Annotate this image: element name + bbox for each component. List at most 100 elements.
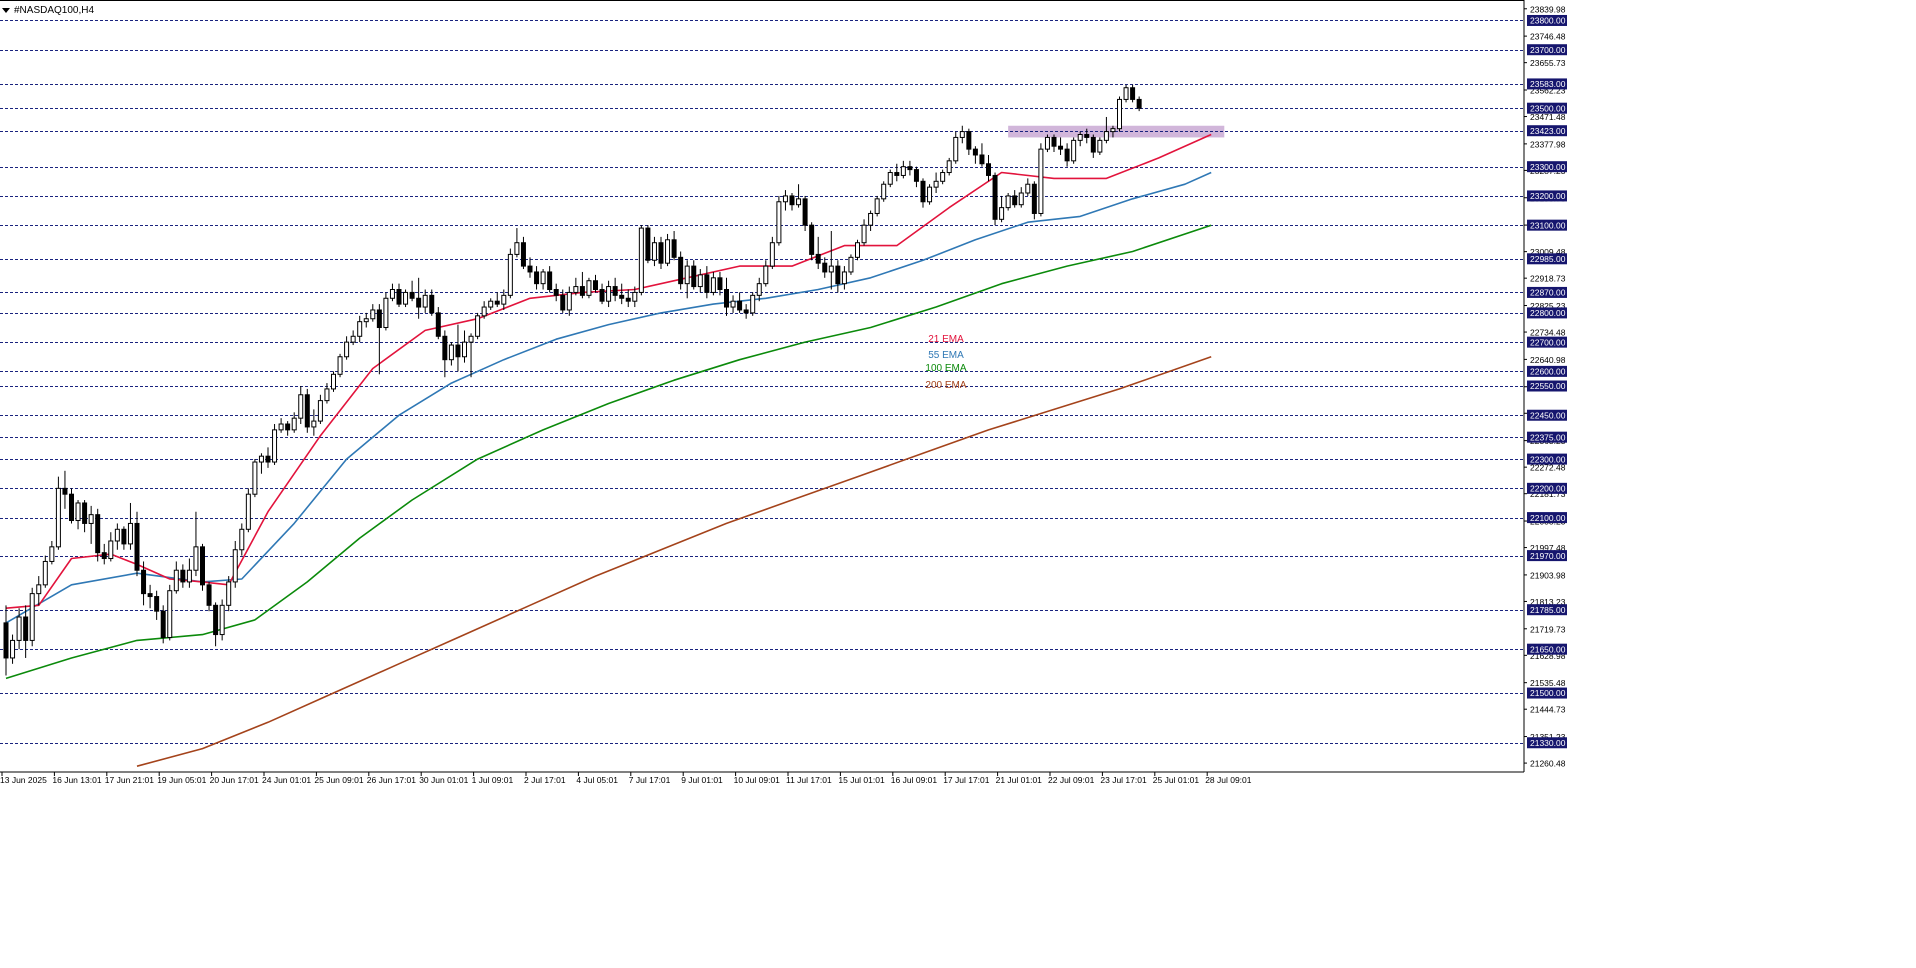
ema100-line bbox=[5, 224, 1212, 680]
candle-body-up bbox=[167, 590, 173, 638]
time-tick-label: 17 Jul 17:01 bbox=[943, 775, 990, 785]
candle-body-up bbox=[632, 291, 638, 302]
candle bbox=[206, 581, 212, 612]
candle-body-up bbox=[344, 341, 350, 358]
candle-body-up bbox=[796, 198, 802, 206]
time-tick-label: 20 Jun 17:01 bbox=[210, 775, 259, 785]
candle bbox=[940, 169, 946, 185]
candle bbox=[350, 330, 356, 346]
candle bbox=[180, 564, 186, 588]
level-price-box bbox=[1527, 307, 1567, 319]
candle bbox=[540, 269, 546, 290]
level-price-box bbox=[1527, 550, 1567, 562]
level-price-box bbox=[1527, 253, 1567, 265]
candle bbox=[403, 289, 409, 308]
candle bbox=[534, 266, 540, 290]
candle bbox=[645, 225, 651, 264]
candle-body-down bbox=[593, 280, 598, 290]
candle-body-down bbox=[671, 239, 677, 258]
candle-body-up bbox=[540, 271, 546, 285]
candle-body-up bbox=[252, 461, 258, 495]
candle bbox=[1038, 143, 1044, 217]
candle bbox=[95, 508, 101, 562]
price-tick-label: 22918.73 bbox=[1530, 274, 1566, 284]
level-price-label: 23300.00 bbox=[1530, 162, 1566, 172]
candle-body-up bbox=[55, 487, 61, 548]
candle bbox=[881, 181, 887, 202]
candle bbox=[868, 210, 874, 232]
candle-body-down bbox=[1084, 134, 1090, 138]
candle bbox=[972, 146, 978, 164]
candle bbox=[101, 543, 107, 565]
candle-body-up bbox=[462, 341, 467, 358]
candle bbox=[1084, 128, 1090, 144]
candle bbox=[475, 312, 481, 340]
candle bbox=[167, 584, 173, 641]
ema55-legend-label: 55 EMA bbox=[928, 350, 964, 361]
candle-body-down bbox=[1012, 195, 1018, 206]
candle bbox=[900, 160, 906, 179]
candle bbox=[488, 298, 494, 310]
candle bbox=[344, 336, 350, 360]
candle-body-down bbox=[1090, 136, 1096, 153]
candle-body-down bbox=[62, 487, 68, 495]
candle bbox=[317, 394, 323, 425]
candle bbox=[1097, 137, 1103, 155]
candle bbox=[586, 277, 592, 299]
candle-body-down bbox=[455, 344, 461, 358]
candle bbox=[566, 286, 572, 316]
candle-body-down bbox=[986, 163, 991, 176]
candle-body-up bbox=[1038, 148, 1044, 214]
candle bbox=[29, 587, 35, 647]
candle-body-up bbox=[36, 584, 42, 595]
level-price-label: 21970.00 bbox=[1530, 551, 1566, 561]
price-tick-label: 21813.23 bbox=[1530, 597, 1566, 607]
candle-body-up bbox=[566, 291, 572, 311]
candle bbox=[796, 184, 802, 208]
price-axis: 23839.98 23746.48 23655.73 23562.23 23471.48… bbox=[0, 0, 1567, 773]
candle-body-up bbox=[468, 335, 474, 343]
candle bbox=[272, 424, 278, 465]
candle-body-down bbox=[435, 312, 441, 337]
level-price-label: 21330.00 bbox=[1530, 738, 1566, 748]
candle-body-up bbox=[782, 195, 788, 203]
dropdown-arrow-icon[interactable] bbox=[2, 7, 10, 13]
level-price-label: 22100.00 bbox=[1530, 513, 1566, 523]
candle bbox=[239, 523, 245, 556]
candle-body-down bbox=[612, 286, 618, 296]
candle-body-up bbox=[999, 207, 1005, 220]
candle-body-up bbox=[389, 289, 395, 299]
level-price-box bbox=[1527, 44, 1567, 56]
candle bbox=[632, 286, 638, 308]
symbol-title-bar[interactable]: #NASDAQ100,H4 bbox=[2, 3, 94, 17]
candle bbox=[134, 511, 140, 577]
candle-body-up bbox=[1123, 87, 1129, 100]
price-tick-label: 21719.73 bbox=[1530, 624, 1566, 634]
candle-body-up bbox=[776, 201, 782, 244]
candle bbox=[1031, 181, 1037, 220]
time-tick-label: 30 Jun 01:01 bbox=[419, 775, 468, 785]
candle bbox=[619, 283, 625, 305]
candle-body-down bbox=[527, 265, 533, 273]
candle-body-up bbox=[311, 420, 317, 428]
price-tick-label: 23471.48 bbox=[1530, 112, 1566, 122]
candle bbox=[1064, 143, 1070, 167]
candle-body-up bbox=[763, 265, 769, 285]
level-price-label: 22200.00 bbox=[1530, 484, 1566, 494]
price-tick-label: 22640.98 bbox=[1530, 355, 1566, 365]
candle-body-up bbox=[232, 549, 238, 583]
candle-body-up bbox=[370, 309, 376, 320]
candle-body-down bbox=[1130, 87, 1136, 100]
candle bbox=[481, 301, 487, 319]
time-tick-label: 17 Jun 21:01 bbox=[105, 775, 154, 785]
candle-body-down bbox=[966, 131, 972, 150]
ema100-legend-label: 100 EMA bbox=[925, 363, 966, 374]
candle-body-up bbox=[756, 283, 762, 296]
candle-body-down bbox=[376, 309, 382, 329]
ema21-line bbox=[5, 133, 1212, 609]
price-tick-label: 22181.73 bbox=[1530, 489, 1566, 499]
candle-body-up bbox=[29, 593, 35, 641]
price-tick-label: 23839.98 bbox=[1530, 4, 1566, 14]
